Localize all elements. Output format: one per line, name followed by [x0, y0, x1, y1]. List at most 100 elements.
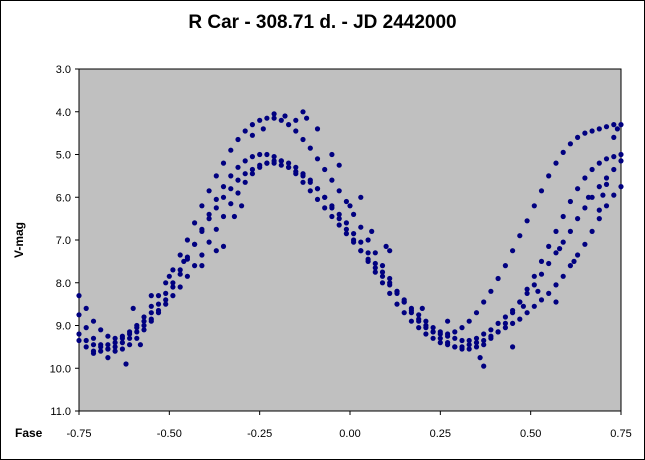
- data-point: [90, 318, 97, 324]
- data-point: [343, 231, 349, 237]
- data-point: [220, 243, 227, 249]
- y-tick-label: 10.0: [50, 363, 71, 375]
- data-point: [575, 134, 581, 140]
- data-point: [596, 126, 602, 132]
- data-point: [553, 228, 559, 234]
- data-point: [423, 331, 429, 337]
- data-point: [481, 337, 487, 344]
- data-point: [351, 211, 357, 217]
- data-point: [589, 228, 595, 234]
- data-point: [502, 263, 508, 269]
- data-point: [445, 342, 451, 348]
- data-point: [242, 171, 248, 177]
- data-point: [488, 288, 494, 294]
- data-point: [206, 239, 212, 245]
- data-point: [473, 344, 480, 350]
- data-point: [603, 156, 610, 162]
- data-point: [235, 177, 241, 183]
- data-point: [603, 175, 610, 181]
- data-point: [611, 134, 617, 140]
- data-point: [531, 303, 537, 309]
- data-point: [445, 333, 451, 339]
- data-point: [603, 203, 610, 209]
- data-point: [112, 335, 118, 341]
- y-tick-label: 9.0: [56, 321, 71, 333]
- data-point: [343, 220, 349, 226]
- data-point: [148, 303, 154, 309]
- data-point: [538, 188, 545, 194]
- data-point: [155, 301, 162, 307]
- data-point: [618, 151, 624, 158]
- data-points: [76, 109, 624, 369]
- data-point: [336, 188, 342, 194]
- data-point: [206, 211, 212, 217]
- data-point: [249, 132, 255, 138]
- data-point: [557, 246, 563, 252]
- data-point: [213, 226, 219, 232]
- y-tick-label: 11.0: [50, 406, 71, 418]
- data-point: [105, 333, 111, 339]
- data-point: [495, 329, 501, 335]
- data-point: [560, 149, 566, 155]
- data-point: [466, 337, 472, 344]
- data-point: [112, 340, 118, 346]
- data-point: [517, 316, 523, 322]
- data-point: [502, 320, 508, 326]
- data-point: [76, 312, 82, 318]
- data-point: [98, 327, 104, 333]
- data-point: [163, 290, 169, 296]
- data-point: [300, 179, 306, 185]
- data-point: [213, 196, 219, 202]
- data-point: [329, 177, 335, 183]
- data-point: [336, 162, 342, 168]
- data-point: [249, 122, 255, 128]
- data-point: [148, 316, 154, 322]
- data-point: [473, 335, 480, 341]
- data-point: [379, 263, 386, 269]
- data-point: [83, 344, 89, 350]
- x-tick-label: 0.75: [610, 428, 631, 440]
- data-point: [314, 126, 321, 132]
- data-point: [123, 361, 129, 367]
- data-point: [477, 355, 483, 361]
- data-point: [488, 333, 494, 339]
- data-point: [459, 344, 465, 350]
- data-point: [618, 184, 624, 190]
- data-point: [264, 151, 270, 158]
- data-point: [408, 318, 414, 324]
- data-point: [199, 203, 205, 209]
- chart-title: R Car - 308.71 d. - JD 2442000: [188, 12, 457, 33]
- data-point: [90, 335, 97, 341]
- data-point: [271, 111, 277, 117]
- data-point: [351, 231, 357, 237]
- data-point: [166, 273, 172, 279]
- data-point: [90, 350, 97, 356]
- data-point: [582, 130, 588, 136]
- data-point: [314, 196, 321, 202]
- data-point: [365, 258, 371, 264]
- data-point: [596, 160, 602, 166]
- data-point: [600, 192, 606, 198]
- data-point: [177, 252, 183, 258]
- data-point: [264, 160, 270, 166]
- data-point: [387, 275, 393, 282]
- data-point: [452, 335, 458, 341]
- data-point: [322, 166, 328, 173]
- data-point: [509, 307, 516, 314]
- data-point: [307, 188, 313, 194]
- data-point: [170, 293, 176, 299]
- data-point: [531, 282, 537, 288]
- data-point: [408, 310, 414, 316]
- data-point: [83, 325, 89, 331]
- data-point: [307, 177, 313, 183]
- data-point: [184, 254, 190, 260]
- data-point: [83, 305, 89, 311]
- data-point: [141, 322, 147, 329]
- data-point: [141, 314, 147, 320]
- data-point: [329, 213, 335, 220]
- data-point: [589, 128, 595, 134]
- data-point: [430, 329, 436, 335]
- x-tick-label: -0.50: [157, 428, 182, 440]
- data-point: [495, 320, 501, 326]
- data-point: [481, 363, 487, 369]
